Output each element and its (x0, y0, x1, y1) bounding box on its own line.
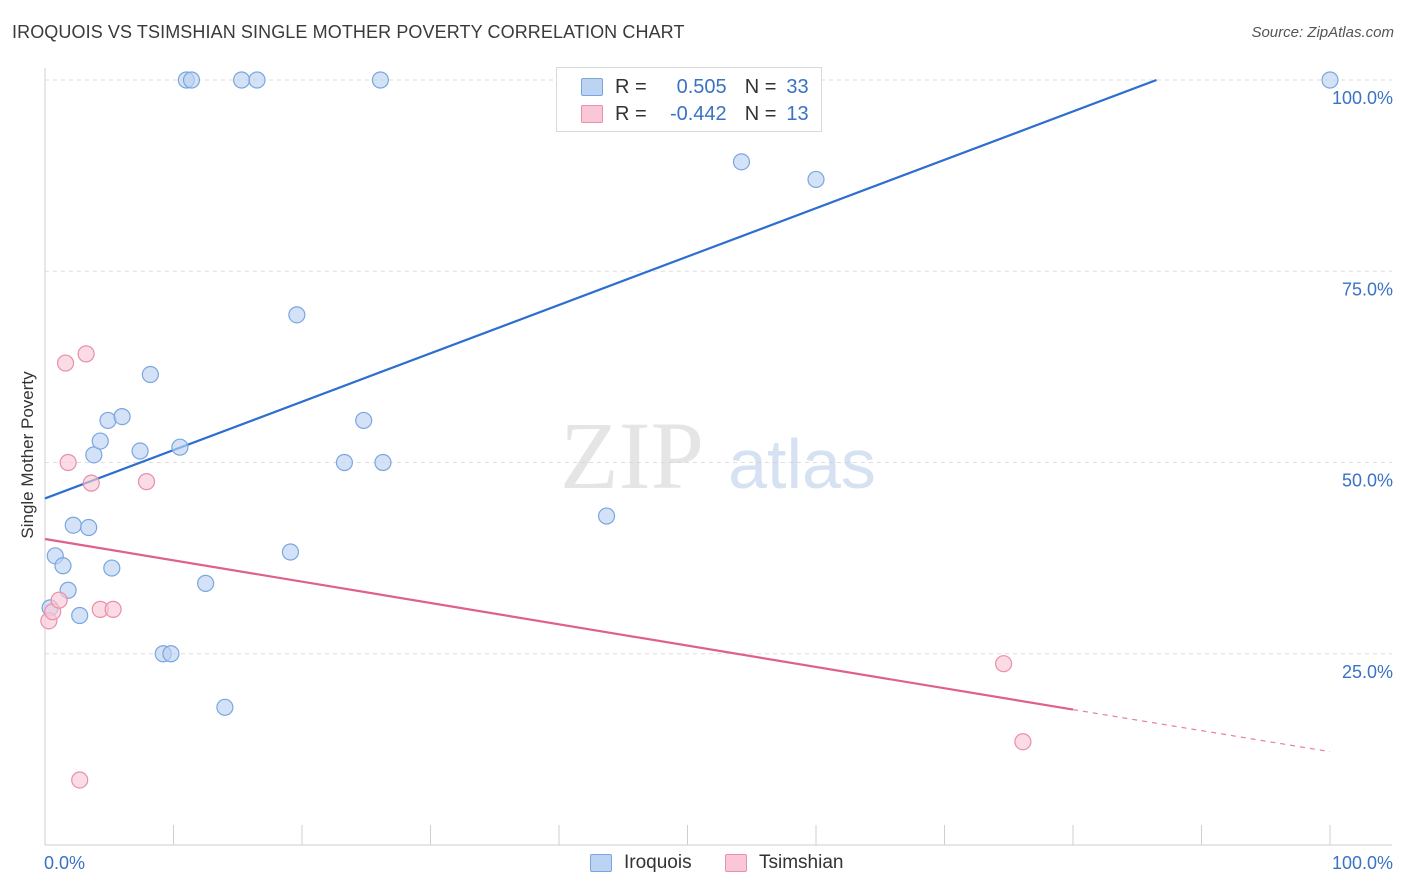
iroquois-point (216, 698, 234, 716)
iroquois-point (597, 507, 616, 525)
tsimshian-point (50, 591, 68, 609)
x-tick-label: 0.0% (44, 853, 85, 873)
iroquois-point (281, 543, 300, 561)
y-tick-label: 50.0% (1342, 471, 1393, 491)
iroquois-point (64, 516, 82, 534)
x-tick-label: 100.0% (1332, 853, 1393, 873)
source-credit: Source: ZipAtlas.com (1251, 24, 1394, 41)
axes (44, 68, 1392, 846)
r-value: -0.442 (669, 102, 727, 125)
iroquois-point (335, 453, 354, 472)
stats-row-iroquois: R = 0.505 N = 33 (581, 75, 809, 99)
n-label: N = (744, 102, 777, 125)
iroquois-point (732, 153, 751, 171)
iroquois-point (85, 446, 103, 464)
legend-item-tsimshian[interactable]: Tsimshian (725, 852, 843, 874)
iroquois-point (80, 518, 98, 537)
tsimshian-point (71, 771, 89, 789)
iroquois-point (248, 71, 266, 89)
tsimshian-trend-line (44, 537, 1074, 711)
n-value: 13 (786, 102, 809, 125)
watermark-atlas: atlas (728, 425, 876, 503)
tsimshian-point (59, 453, 77, 472)
iroquois-legend-swatch (590, 854, 612, 872)
iroquois-point (171, 438, 189, 456)
r-label: R = (615, 102, 647, 125)
tsimshian-point (104, 600, 122, 618)
iroquois-point (197, 574, 215, 592)
iroquois-point (162, 645, 180, 663)
iroquois-point (371, 71, 389, 89)
series-tsimshian (40, 345, 1032, 789)
iroquois-point (182, 71, 201, 89)
tsimshian-swatch (581, 105, 603, 123)
chart-title: IROQUOIS VS TSIMSHIAN SINGLE MOTHER POVE… (12, 22, 685, 42)
iroquois-point (355, 411, 373, 430)
iroquois-point (288, 306, 306, 324)
iroquois-point (807, 170, 825, 189)
tsimshian-point (82, 474, 100, 492)
legend-label-iroquois: Iroquois (624, 852, 692, 873)
stats-row-tsimshian: R = -0.442 N = 13 (581, 102, 809, 126)
tsimshian-trend-extension (1072, 709, 1331, 753)
tsimshian-point (137, 473, 156, 491)
gridlines (45, 79, 1392, 655)
iroquois-point (131, 442, 149, 460)
tsimshian-point (77, 345, 95, 363)
tsimshian-point (1014, 733, 1032, 751)
y-axis-label: Single Mother Poverty (18, 371, 37, 539)
iroquois-point (99, 411, 117, 430)
stats-legend: R = 0.505 N = 33 R = -0.442 N = 13 (556, 67, 822, 132)
r-label: R = (615, 75, 647, 98)
iroquois-point (374, 453, 392, 472)
tsimshian-point (995, 655, 1013, 673)
y-tick-label: 100.0% (1332, 88, 1393, 108)
iroquois-point (141, 365, 159, 384)
iroquois-trend-line (44, 78, 1157, 500)
watermark-zip: ZIP (560, 402, 704, 509)
iroquois-point (1321, 71, 1339, 89)
n-label: N = (744, 75, 777, 98)
iroquois-point (113, 408, 131, 426)
legend-item-iroquois[interactable]: Iroquois (590, 852, 692, 874)
iroquois-point (103, 559, 121, 577)
legend-label-tsimshian: Tsimshian (759, 852, 844, 873)
y-tick-label: 25.0% (1342, 662, 1393, 682)
series-iroquois (41, 71, 1339, 716)
trend-lines (44, 78, 1331, 753)
iroquois-point (71, 606, 89, 625)
r-value: 0.505 (676, 75, 727, 98)
tsimshian-legend-swatch (725, 854, 747, 872)
iroquois-swatch (581, 78, 603, 96)
iroquois-point (54, 557, 72, 575)
n-value: 33 (786, 75, 809, 98)
iroquois-point (91, 432, 109, 450)
y-tick-label: 75.0% (1342, 279, 1393, 299)
tick-labels: 100.0% 75.0% 50.0% 25.0% 0.0% 100.0% (44, 88, 1393, 873)
tsimshian-point (56, 354, 75, 372)
iroquois-point (233, 71, 251, 89)
watermark: ZIP atlas (560, 402, 876, 509)
